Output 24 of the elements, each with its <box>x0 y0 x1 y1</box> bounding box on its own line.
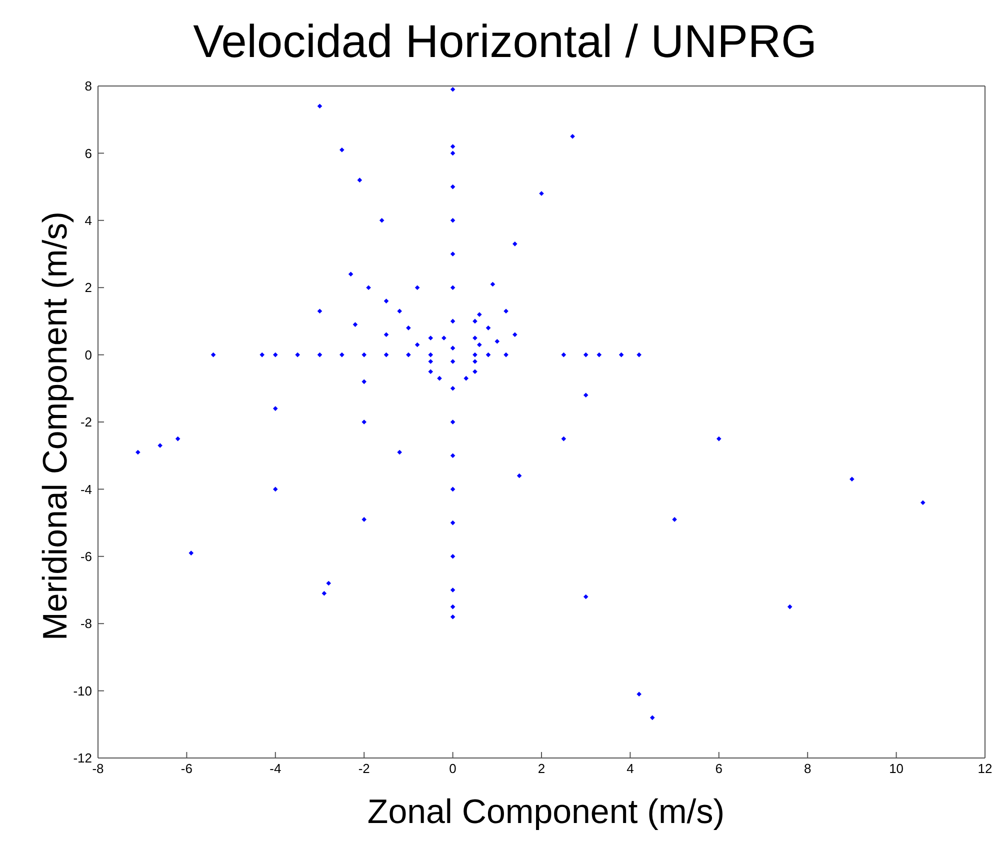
y-tick-label: 4 <box>84 213 92 228</box>
y-tick-label: 2 <box>84 280 92 296</box>
x-tick-label: 4 <box>626 761 634 776</box>
y-tick-label: -12 <box>73 750 92 766</box>
x-tick-label: 2 <box>538 761 546 776</box>
x-tick-label: -4 <box>270 761 282 776</box>
y-tick-label: 6 <box>84 146 92 161</box>
chart-title: Velocidad Horizontal / UNPRG <box>192 14 818 68</box>
x-axis-title: Zonal Component (m/s) <box>366 793 726 832</box>
y-tick-label: -10 <box>73 683 92 698</box>
y-tick-label: 8 <box>84 78 92 94</box>
y-tick-label: 0 <box>84 347 92 362</box>
y-tick-label: -8 <box>80 616 92 632</box>
x-tick-label: 10 <box>889 761 904 776</box>
x-tick-label: 8 <box>804 761 812 776</box>
x-tick-label: 6 <box>715 761 723 776</box>
x-tick-label: -2 <box>358 761 370 776</box>
y-axis-title: Meridional Component (m/s) <box>36 212 76 640</box>
y-tick-label: -2 <box>80 414 92 430</box>
y-tick-label: -6 <box>80 549 92 564</box>
x-tick-label: -6 <box>180 761 192 776</box>
x-tick-label: 0 <box>449 761 456 776</box>
x-tick-label: 12 <box>978 761 992 776</box>
y-tick-label: -4 <box>80 482 92 497</box>
